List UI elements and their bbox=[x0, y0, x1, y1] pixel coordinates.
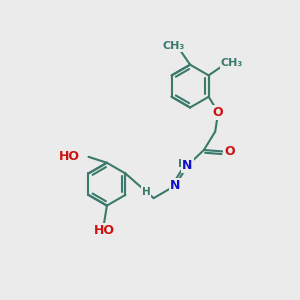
Text: H: H bbox=[142, 187, 151, 197]
Text: HO: HO bbox=[59, 150, 80, 163]
Text: O: O bbox=[224, 145, 235, 158]
Text: HO: HO bbox=[93, 224, 114, 237]
Text: O: O bbox=[213, 106, 224, 119]
Text: N: N bbox=[182, 159, 193, 172]
Text: CH₃: CH₃ bbox=[221, 58, 243, 68]
Text: CH₃: CH₃ bbox=[163, 41, 185, 51]
Text: H: H bbox=[178, 159, 187, 169]
Text: N: N bbox=[170, 179, 180, 192]
